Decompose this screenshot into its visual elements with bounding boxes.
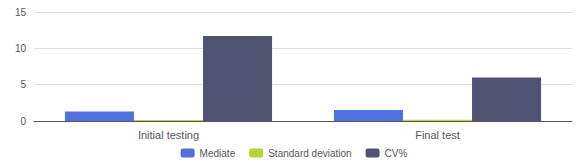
svg-text:5: 5 — [20, 79, 26, 90]
svg-text:Standard deviation: Standard deviation — [268, 148, 351, 159]
svg-text:0: 0 — [20, 116, 26, 127]
svg-text:Mediate: Mediate — [200, 148, 236, 159]
svg-text:Final test: Final test — [415, 129, 460, 141]
svg-text:Initial testing: Initial testing — [138, 129, 199, 141]
svg-text:10: 10 — [15, 43, 27, 54]
svg-text:CV%: CV% — [385, 148, 408, 159]
svg-text:15: 15 — [15, 7, 27, 18]
